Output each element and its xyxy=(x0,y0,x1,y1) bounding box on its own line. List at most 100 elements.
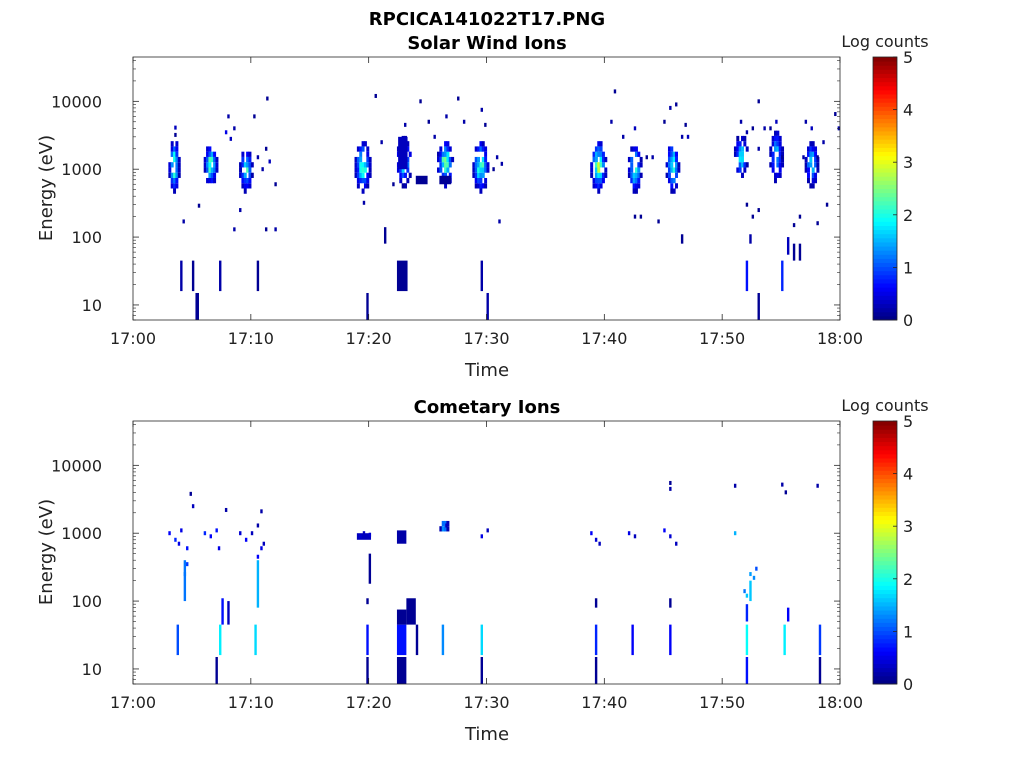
heatmap-band xyxy=(396,530,407,544)
heatmap-cell xyxy=(601,156,605,163)
heatmap-cell xyxy=(354,167,358,173)
heatmap-cell xyxy=(208,167,212,173)
heatmap-dot xyxy=(751,126,755,131)
heatmap-cell xyxy=(481,167,485,173)
heatmap-dot xyxy=(359,534,362,539)
heatmap-cell xyxy=(743,167,747,173)
heatmap-cell xyxy=(778,141,782,147)
heatmap-cell xyxy=(632,188,636,194)
heatmap-cell xyxy=(811,151,815,157)
heatmap-cell xyxy=(675,172,678,178)
y-axis-label: Energy (eV) xyxy=(36,135,57,241)
colorbar-segment xyxy=(873,507,897,512)
heatmap-cell xyxy=(399,172,403,178)
heatmap-cell xyxy=(774,135,777,142)
heatmap-cell xyxy=(356,177,360,184)
heatmap-cell xyxy=(213,172,217,178)
heatmap-cell xyxy=(677,162,681,168)
x-tick-label: 17:40 xyxy=(581,329,627,348)
heatmap-cell xyxy=(479,177,483,184)
heatmap-cell xyxy=(477,146,481,152)
colorbar-segment xyxy=(873,655,897,660)
heatmap-dot xyxy=(484,122,487,127)
heatmap-cell xyxy=(597,141,601,147)
colorbar-label: Log counts xyxy=(841,396,928,415)
heatmap-cell xyxy=(359,162,363,168)
colorbar-segment xyxy=(873,196,897,202)
heatmap-cell xyxy=(594,156,598,163)
heatmap-cell xyxy=(248,162,252,168)
heatmap-cell xyxy=(807,162,810,168)
heatmap-dot xyxy=(264,227,268,232)
colorbar-segment xyxy=(873,221,897,226)
heatmap-cell xyxy=(363,183,367,189)
heatmap-cell xyxy=(363,162,367,168)
heatmap-cell xyxy=(667,162,671,168)
heatmap-cell xyxy=(206,162,210,168)
heatmap-cell xyxy=(170,141,174,147)
heatmap-dot xyxy=(745,202,749,207)
heatmap-cell xyxy=(771,135,775,142)
heatmap-cell xyxy=(243,188,247,194)
colorbar-segment xyxy=(873,503,897,508)
heatmap-dot xyxy=(274,227,277,232)
heatmap-dot xyxy=(769,126,772,131)
y-tick-label: 1000 xyxy=(61,524,102,543)
heatmap-dot xyxy=(669,486,672,491)
heatmap-strip xyxy=(792,243,796,261)
heatmap-cell xyxy=(170,177,174,184)
heatmap-cell xyxy=(361,172,365,178)
heatmap-cell xyxy=(241,177,245,184)
heatmap-cell xyxy=(446,146,450,152)
heatmap-dot xyxy=(755,566,758,571)
colorbar-segment xyxy=(873,527,897,533)
heatmap-strip xyxy=(441,624,445,656)
colorbar-segment xyxy=(873,585,897,590)
heatmap-cell xyxy=(630,177,634,184)
heatmap-strip xyxy=(219,260,222,292)
heatmap-dot xyxy=(233,227,236,232)
colorbar-segment xyxy=(873,466,897,471)
heatmap-cell xyxy=(441,526,445,532)
heatmap-cell xyxy=(672,188,676,194)
heatmap-cell xyxy=(632,146,636,152)
heatmap-dot xyxy=(590,531,593,536)
heatmap-dot xyxy=(757,208,760,213)
heatmap-dot xyxy=(380,140,383,145)
colorbar-segment xyxy=(873,188,897,194)
colorbar-segment xyxy=(873,490,897,496)
heatmap-cell xyxy=(215,162,219,168)
heatmap-cell xyxy=(441,156,445,163)
heatmap-cell xyxy=(246,177,250,184)
heatmap-cell xyxy=(477,156,481,163)
heatmap-cell xyxy=(590,162,594,168)
heatmap-dot xyxy=(684,122,687,127)
heatmap-cell xyxy=(599,177,603,184)
heatmap-dot xyxy=(680,134,684,139)
heatmap-cell xyxy=(597,188,601,194)
heatmap-cell xyxy=(246,162,250,168)
colorbar-segment xyxy=(873,287,897,292)
heatmap-band xyxy=(415,175,428,185)
heatmap-strip xyxy=(480,260,484,292)
colorbar-segment xyxy=(873,531,897,537)
heatmap-strip xyxy=(818,656,822,684)
heatmap-cell xyxy=(592,177,596,184)
heatmap-cell xyxy=(474,172,478,178)
heatmap-cell xyxy=(177,162,181,168)
heatmap-cell xyxy=(738,162,742,168)
heatmap-cell xyxy=(241,162,245,168)
heatmap-cell xyxy=(594,151,598,157)
heatmap-dot xyxy=(274,182,277,187)
heatmap-cell xyxy=(210,177,214,184)
heatmap-cell xyxy=(363,167,367,173)
heatmap-cell xyxy=(250,162,254,168)
heatmap-cell xyxy=(406,141,410,147)
heatmap-cell xyxy=(736,141,740,147)
heatmap-dot xyxy=(775,119,778,124)
heatmap-cell xyxy=(208,151,212,157)
heatmap-cell xyxy=(637,183,641,189)
colorbar-segment xyxy=(873,77,897,83)
heatmap-cell xyxy=(778,146,782,152)
heatmap-cell xyxy=(170,151,174,157)
